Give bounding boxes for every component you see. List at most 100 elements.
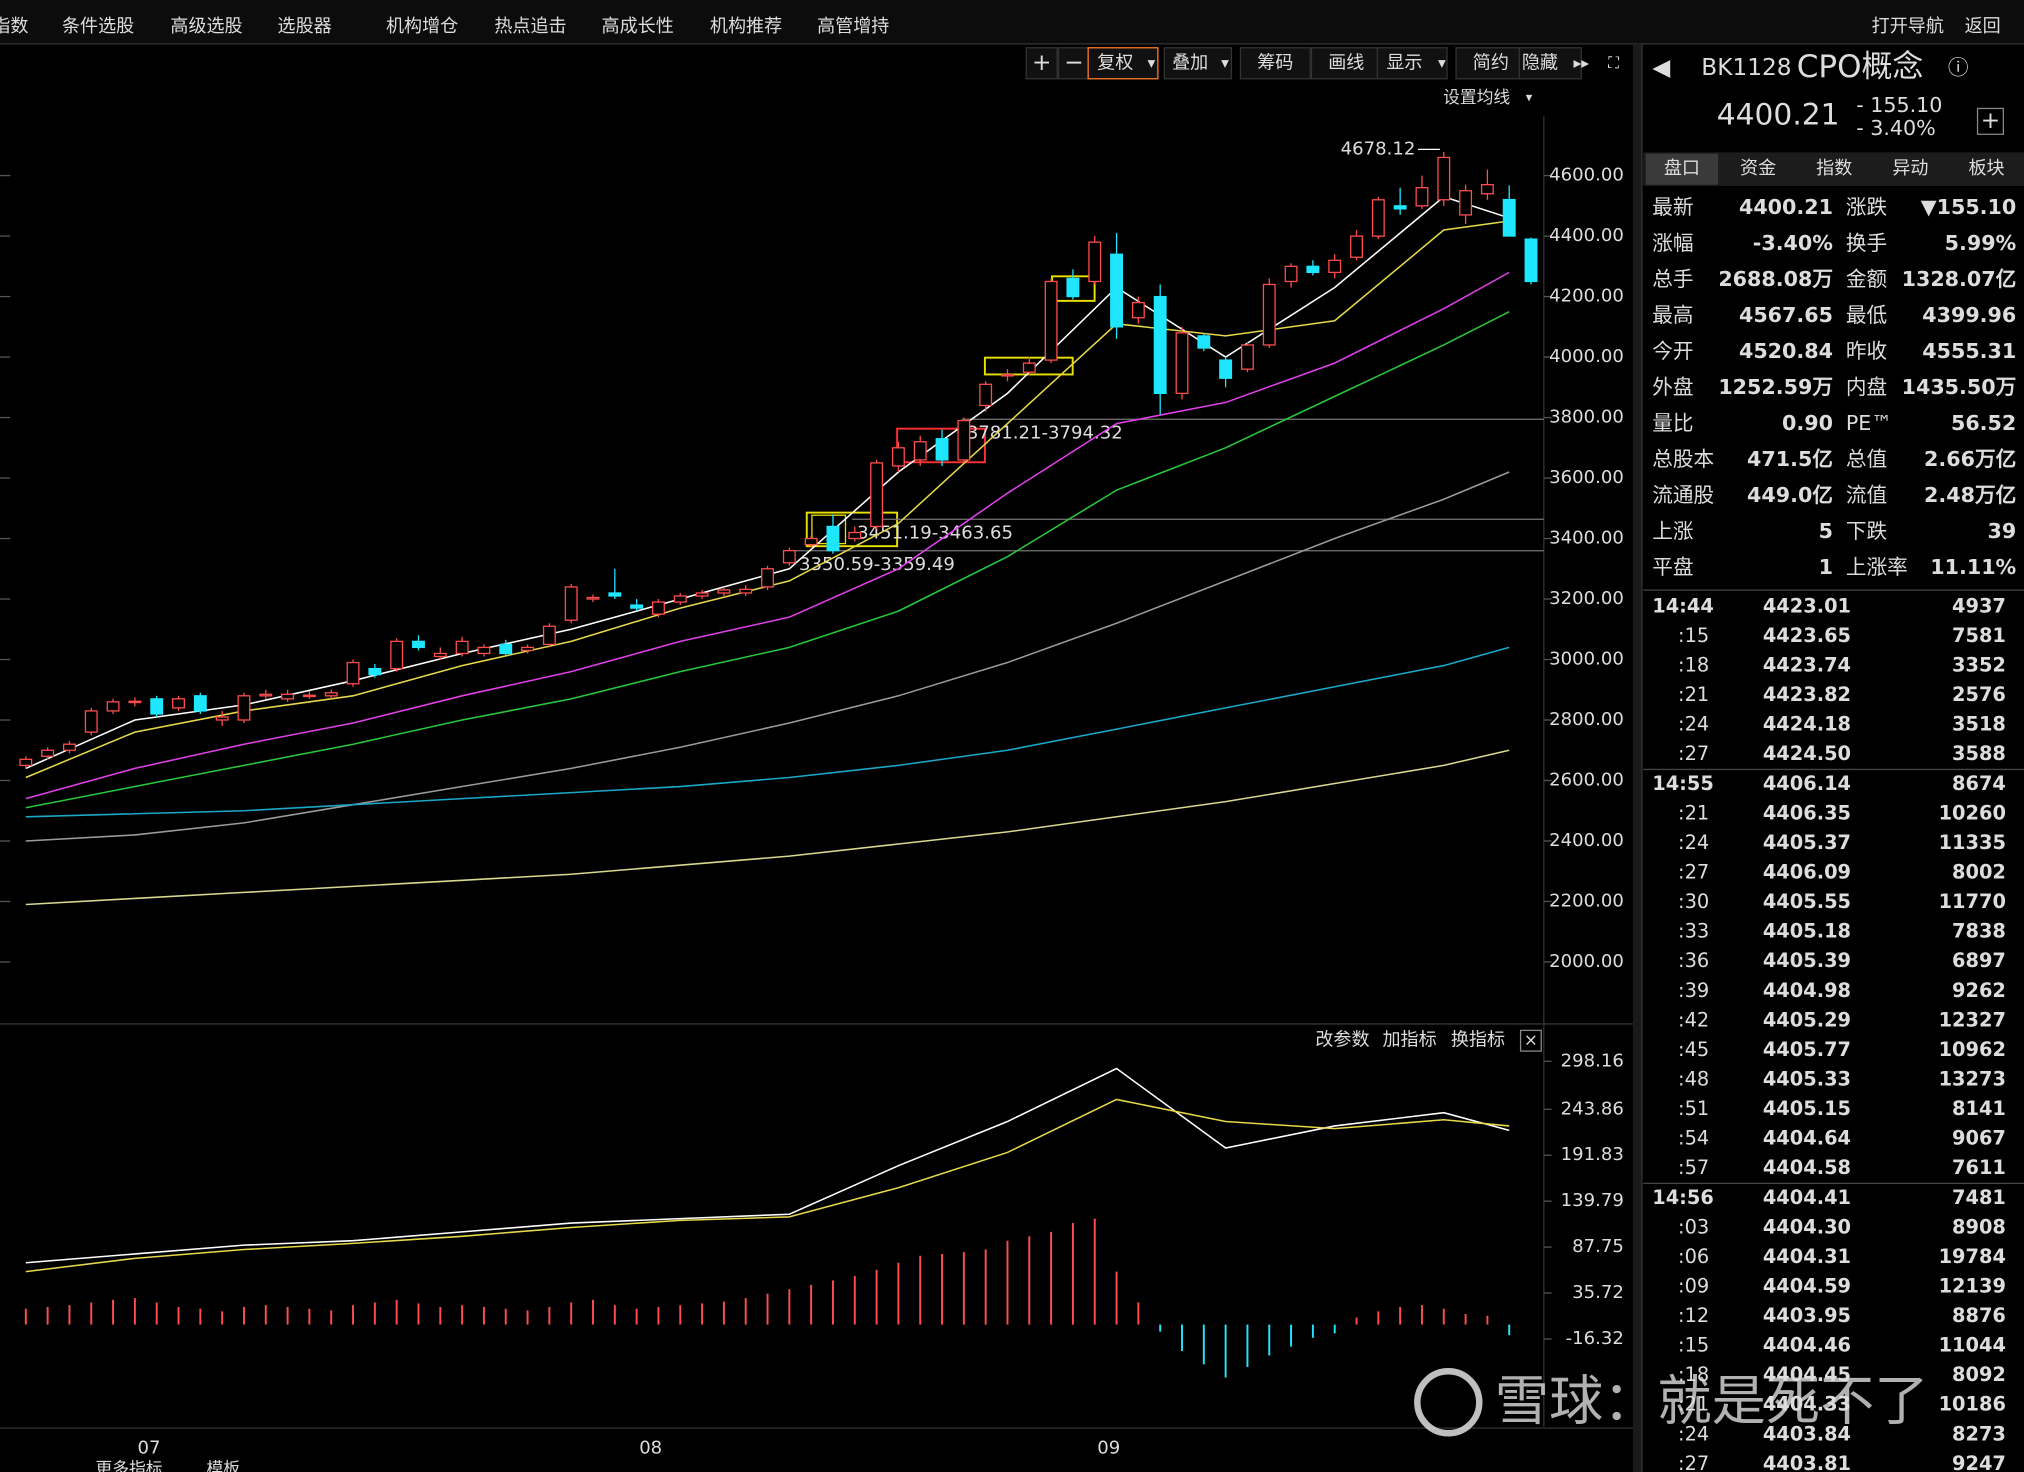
tick-volume: 8876 [1952, 1304, 2006, 1327]
candle-body [1284, 265, 1298, 283]
toolbar-button[interactable] [1239, 47, 1311, 80]
info-value: -3.40% [1753, 231, 1833, 255]
quote-tab[interactable]: 资金 [1740, 158, 1776, 179]
ma-line [25, 195, 1510, 770]
toolbar-label[interactable]: 画线 [1328, 52, 1364, 73]
info-value: 2.66万亿 [1924, 447, 2016, 471]
candle-body [1437, 156, 1451, 201]
toolbar-button[interactable] [1376, 47, 1448, 80]
menu-right[interactable]: 返回 [1965, 16, 2001, 37]
ma-setting[interactable]: 设置均线 [1443, 87, 1510, 107]
tick-volume: 8908 [1952, 1215, 2006, 1238]
info-label: 内盘 [1846, 375, 1887, 399]
menu-item[interactable]: 机构推荐 [710, 16, 782, 37]
quote-tab[interactable]: 异动 [1892, 158, 1928, 179]
indicator-line [25, 1098, 1510, 1273]
menu-item[interactable]: 机构增仓 [386, 16, 458, 37]
indicator-button[interactable]: 换指标 [1451, 1030, 1505, 1051]
tick-price: 4405.15 [1763, 1097, 1851, 1120]
toolbar-button[interactable] [1025, 47, 1058, 80]
splitter[interactable] [1632, 43, 1642, 1472]
tick-time: :27 [1678, 742, 1709, 765]
candle-body [237, 695, 251, 721]
close-icon[interactable]: × [1524, 1030, 1538, 1050]
candle-body [62, 743, 76, 751]
menu-item[interactable]: 条件选股 [62, 16, 134, 37]
candle-body [1524, 238, 1538, 283]
info-label: 上涨率 [1846, 555, 1908, 579]
info-icon[interactable]: ⓘ [1948, 55, 1969, 79]
info-value: 1328.07亿 [1902, 267, 2017, 291]
candle-body [1066, 277, 1080, 298]
toolbar-label[interactable]: 简约 [1473, 52, 1509, 73]
menu-item[interactable]: 高级选股 [170, 16, 242, 37]
add-icon[interactable]: + [1981, 107, 2000, 134]
ma-setting-arrow[interactable]: ▾ [1526, 91, 1533, 106]
ma-line [25, 271, 1510, 800]
ma-line [25, 220, 1510, 779]
menu-item[interactable]: 高管增持 [817, 16, 889, 37]
toolbar-label[interactable]: 筹码 [1257, 52, 1293, 73]
prev-arrow[interactable]: ◀ [1652, 54, 1670, 81]
active-tab [1645, 153, 1719, 185]
toolbar-button[interactable] [1087, 47, 1159, 80]
toolbar-icon[interactable]: ⛶ [1608, 54, 1619, 72]
menu-right[interactable]: 打开导航 [1872, 16, 1944, 37]
indicator-button[interactable]: 加指标 [1382, 1030, 1436, 1051]
toolbar-icon[interactable]: ▸▸ [1573, 54, 1589, 72]
toolbar-button[interactable] [1518, 47, 1582, 80]
candle-body [542, 625, 556, 646]
candle-body [41, 749, 55, 757]
candle-body [673, 595, 687, 603]
menu-item[interactable]: 指数 [0, 16, 28, 37]
toolbar-label[interactable]: 叠加 [1172, 52, 1208, 73]
quote-tab[interactable]: 指数 [1816, 158, 1852, 179]
highlight-box [896, 427, 986, 464]
tick-volume: 7838 [1952, 920, 2006, 943]
y-tick-label: 3200.00 [1549, 588, 1624, 609]
tick-time: :54 [1678, 1127, 1709, 1150]
candle-body [1350, 235, 1363, 258]
toolbar-button[interactable] [1163, 47, 1233, 80]
toolbar-label[interactable]: 显示 [1386, 52, 1422, 73]
toolbar-button[interactable] [1310, 47, 1382, 80]
candle-body [1044, 280, 1058, 361]
tick-time: :21 [1678, 1393, 1709, 1416]
bottom-tab[interactable]: 模板 [207, 1458, 241, 1472]
info-label: 今开 [1652, 339, 1693, 363]
y-tick-label: 4000.00 [1549, 346, 1624, 367]
menu-item[interactable]: 选股器 [278, 16, 332, 37]
toolbar-label[interactable]: 隐藏 [1522, 52, 1558, 73]
toolbar-button[interactable] [1455, 47, 1527, 80]
add-button[interactable] [1976, 107, 2004, 135]
info-label: 量比 [1652, 411, 1693, 435]
toolbar-label[interactable]: − [1064, 49, 1083, 76]
info-label: 外盘 [1652, 375, 1693, 399]
tick-price: 4403.81 [1763, 1452, 1851, 1472]
toolbar-icon[interactable]: ▾ [1221, 54, 1229, 72]
tick-time: :33 [1678, 920, 1709, 943]
info-value: 449.0亿 [1747, 483, 1833, 507]
menu-item[interactable]: 高成长性 [602, 16, 674, 37]
toolbar-icon[interactable]: ▾ [1438, 54, 1446, 72]
quote-tab[interactable]: 板块 [1968, 158, 2004, 179]
tick-time: :48 [1678, 1067, 1709, 1090]
tick-volume: 9262 [1952, 979, 2006, 1002]
candle-body [455, 640, 469, 655]
bottom-tab[interactable]: 更多指标 [96, 1458, 163, 1472]
toolbar-label[interactable]: + [1032, 49, 1051, 76]
y-tick-label: 3600.00 [1549, 467, 1624, 488]
tick-price: 4404.64 [1763, 1127, 1851, 1150]
info-value: 2688.08万 [1718, 267, 1833, 291]
level-label: 3350.59-3359.49 [799, 554, 955, 575]
y-tick-label: -16.32 [1566, 1328, 1624, 1349]
close-button[interactable] [1519, 1029, 1542, 1052]
quote-tab[interactable]: 盘口 [1664, 158, 1700, 179]
toolbar-icon[interactable]: ▾ [1148, 54, 1156, 72]
indicator-button[interactable]: 改参数 [1315, 1030, 1369, 1051]
tick-volume: 9067 [1952, 1127, 2006, 1150]
info-value: 4555.31 [1922, 339, 2016, 363]
toolbar-label[interactable]: 复权 [1097, 52, 1133, 73]
menu-item[interactable]: 热点追击 [494, 16, 566, 37]
